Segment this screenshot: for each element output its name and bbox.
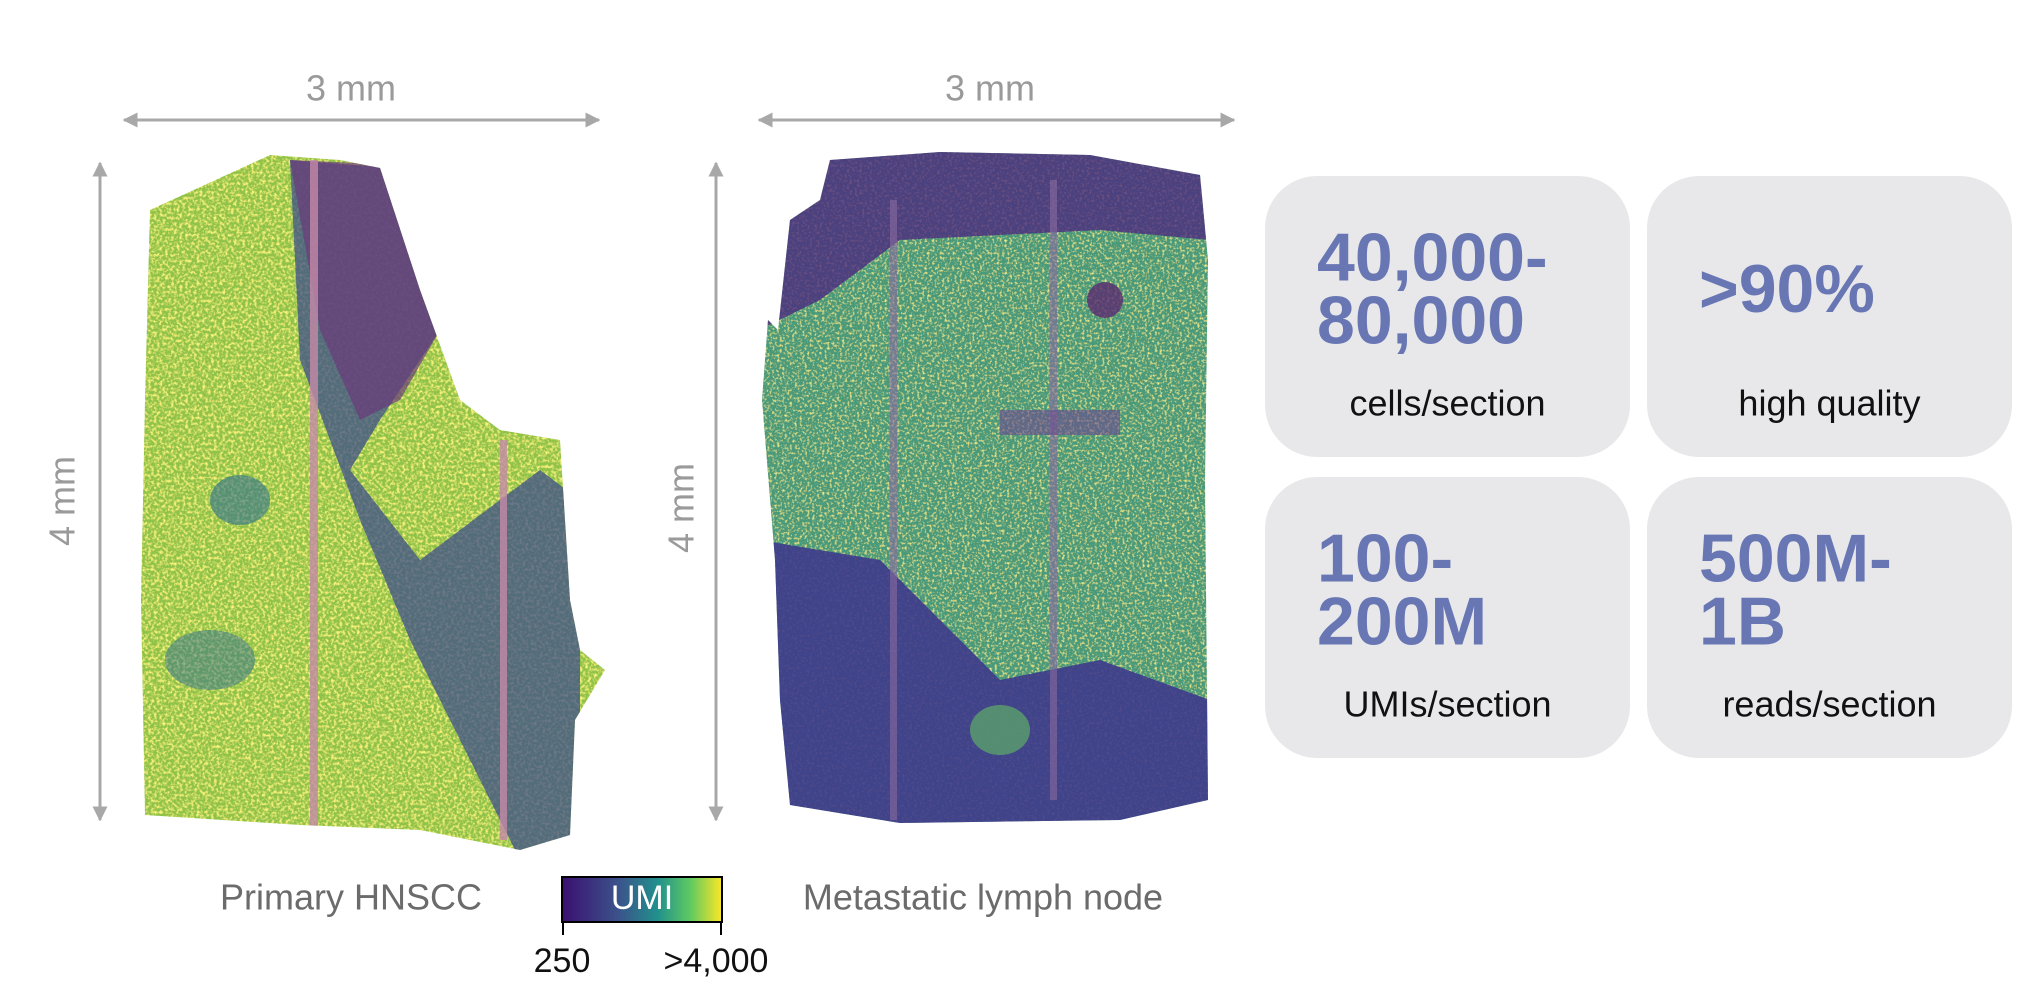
stat-value: 1B [1699, 583, 1786, 659]
height-label: 4 mm [42, 456, 83, 546]
panel-caption: Primary HNSCC [220, 877, 482, 918]
panel-caption: Metastatic lymph node [803, 877, 1163, 918]
colorbar-title: UMI [611, 879, 673, 917]
stat-card [1647, 477, 2012, 758]
stat-label: reads/section [1722, 684, 1936, 725]
stat-value: 500M- [1699, 520, 1892, 596]
colorbar-min: 250 [534, 942, 591, 980]
stat-value: >90% [1699, 251, 1875, 327]
width-label: 3 mm [306, 68, 396, 109]
colorbar [561, 876, 723, 923]
width-label: 3 mm [945, 68, 1035, 109]
stat-cards: 40,000-80,000 cells/section >90% high quali… [1265, 176, 2012, 758]
height-label: 4 mm [661, 463, 702, 553]
stat-label: high quality [1738, 383, 1920, 424]
stat-card [1647, 176, 2012, 457]
tissue-image [141, 155, 605, 850]
stat-value: 40,000- [1317, 219, 1548, 295]
stat-value: 100- [1317, 520, 1453, 596]
colorbar-max: >4,000 [664, 942, 769, 980]
stat-card [1265, 176, 1630, 457]
stat-value: 80,000 [1317, 282, 1525, 358]
stat-value: 200M [1317, 583, 1487, 659]
stat-label: cells/section [1349, 383, 1545, 424]
stat-label: UMIs/section [1343, 684, 1551, 725]
tissue-image [762, 152, 1208, 823]
stat-card [1265, 477, 1630, 758]
